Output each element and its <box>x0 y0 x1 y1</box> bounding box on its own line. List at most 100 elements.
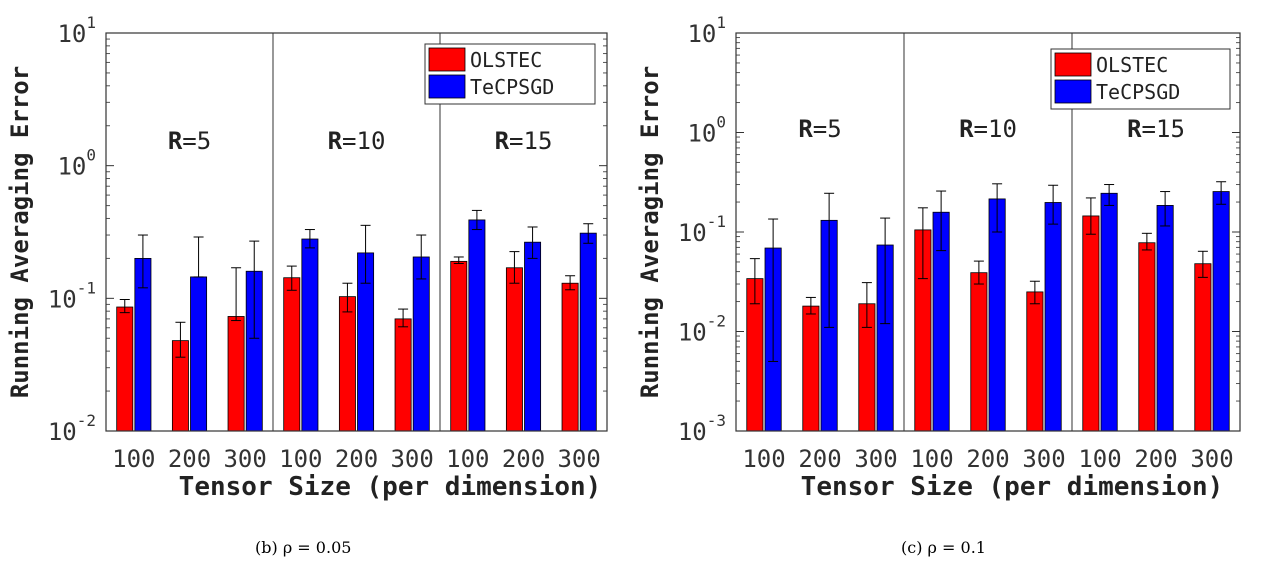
x-tick-label: 300 <box>223 445 266 473</box>
group-label-value: =15 <box>509 127 552 155</box>
y-tick-label: 100 <box>57 146 96 181</box>
group-label-r: R <box>495 127 510 155</box>
bar-tecpsgd <box>301 238 319 432</box>
y-tick-exponent: -1 <box>77 278 96 297</box>
group-label: R=15 <box>1127 115 1185 143</box>
legend-swatch-olstec <box>1054 52 1092 77</box>
y-tick-base: 10 <box>57 153 86 181</box>
y-axis-label: Running Averaging Error <box>6 66 34 398</box>
bar-tecpsgd <box>1156 205 1174 432</box>
bar-olstec <box>970 272 988 432</box>
group-label-r: R <box>798 115 813 143</box>
plot-frame <box>735 32 1241 432</box>
y-tick-label: 100 <box>687 113 726 148</box>
bar-olstec <box>450 260 468 432</box>
legend-label-olstec: OLSTEC <box>470 48 542 72</box>
group-label-r: R <box>1127 115 1142 143</box>
group-label: R=10 <box>328 127 386 155</box>
bar-olstec <box>1082 215 1100 432</box>
x-tick-label: 200 <box>168 445 211 473</box>
x-axis-label: Tensor Size (per dimension) <box>801 472 1224 502</box>
bar-olstec <box>1138 242 1156 432</box>
bar-olstec <box>1026 291 1044 432</box>
bar-tecpsgd <box>579 232 597 432</box>
y-tick-base: 10 <box>48 418 77 446</box>
y-tick-label: 101 <box>57 13 96 48</box>
bar-tecpsgd <box>524 241 542 432</box>
y-tick-exponent: 1 <box>716 13 726 32</box>
y-tick-base: 10 <box>687 20 716 48</box>
group-label-value: =10 <box>974 115 1017 143</box>
y-tick-exponent: -2 <box>77 411 96 430</box>
x-tick-label: 100 <box>112 445 155 473</box>
y-tick-label: 10-1 <box>678 212 726 247</box>
group-label-r: R <box>959 115 974 143</box>
bar-tecpsgd <box>1100 192 1118 432</box>
legend-swatch-olstec <box>428 47 466 72</box>
bar-olstec <box>116 306 134 432</box>
x-tick-label: 300 <box>390 445 433 473</box>
x-tick-label: 200 <box>1134 445 1177 473</box>
legend-label-tecpsgd: TeCPSGD <box>470 75 554 99</box>
y-tick-base: 10 <box>678 319 707 347</box>
y-tick-exponent: 1 <box>86 13 96 32</box>
x-tick-label: 300 <box>1022 445 1065 473</box>
x-tick-label: 100 <box>1078 445 1121 473</box>
group-label-r: R <box>168 127 183 155</box>
x-axis-label: Tensor Size (per dimension) <box>179 472 602 502</box>
x-tick-label: 200 <box>502 445 545 473</box>
y-tick-base: 10 <box>678 219 707 247</box>
plot-frame <box>105 32 608 432</box>
group-label-value: =5 <box>182 127 211 155</box>
x-tick-label: 100 <box>910 445 953 473</box>
y-tick-label: 10-2 <box>48 411 96 446</box>
y-tick-base: 10 <box>48 285 77 313</box>
bar-olstec <box>802 305 820 432</box>
bar-tecpsgd <box>412 256 430 432</box>
group-label-r: R <box>328 127 343 155</box>
bar-olstec <box>283 277 301 432</box>
bar-olstec <box>394 318 412 432</box>
group-label-value: =15 <box>1142 115 1185 143</box>
y-tick-exponent: 0 <box>86 146 96 165</box>
x-tick-label: 200 <box>966 445 1009 473</box>
y-tick-label: 10-3 <box>678 411 726 446</box>
chart-caption-c: (c) ρ = 0.1 <box>901 538 986 557</box>
legend-label-olstec: OLSTEC <box>1096 53 1168 77</box>
chart-panel-c: 10-3 10-2 10-1 100 101 R=5 R=10 R=15 100 200 300 10… <box>630 0 1270 571</box>
y-tick-base: 10 <box>57 20 86 48</box>
group-label-value: =5 <box>813 115 842 143</box>
x-tick-label: 200 <box>798 445 841 473</box>
bar-olstec <box>338 296 356 432</box>
y-tick-exponent: -2 <box>707 312 726 331</box>
y-axis-label: Running Averaging Error <box>636 66 664 398</box>
bar-tecpsgd <box>1212 191 1230 432</box>
group-label-value: =10 <box>342 127 385 155</box>
x-tick-label: 300 <box>1190 445 1233 473</box>
x-tick-label: 100 <box>446 445 489 473</box>
x-tick-label: 100 <box>742 445 785 473</box>
chart-caption-b: (b) ρ = 0.05 <box>255 538 352 557</box>
x-tick-label: 200 <box>335 445 378 473</box>
y-tick-label: 10-2 <box>678 312 726 347</box>
group-label: R=10 <box>959 115 1017 143</box>
bar-olstec <box>227 316 245 432</box>
x-tick-label: 300 <box>854 445 897 473</box>
bar-tecpsgd <box>988 198 1006 432</box>
y-tick-base: 10 <box>678 418 707 446</box>
bar-tecpsgd <box>190 276 208 432</box>
y-tick-exponent: -3 <box>707 411 726 430</box>
group-label: R=5 <box>798 115 841 143</box>
bar-olstec <box>561 282 579 432</box>
x-tick-label: 300 <box>557 445 600 473</box>
x-tick-label: 100 <box>279 445 322 473</box>
bar-olstec <box>1194 263 1212 432</box>
y-tick-label: 101 <box>687 13 726 48</box>
legend-swatch-tecpsgd <box>1054 79 1092 104</box>
group-label: R=5 <box>168 127 211 155</box>
bar-olstec <box>505 267 523 432</box>
legend-label-tecpsgd: TeCPSGD <box>1096 80 1180 104</box>
bar-tecpsgd <box>1044 202 1062 432</box>
